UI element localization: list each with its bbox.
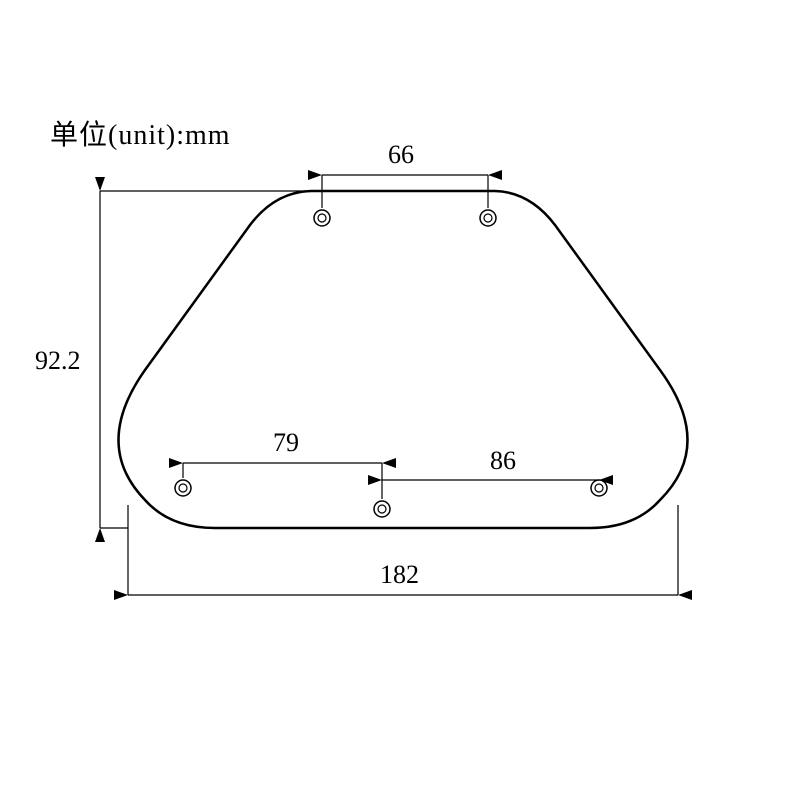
dim-bot-left-span: 79 [273,428,299,458]
dim-bot-right-span: 86 [490,446,516,476]
dim-width: 182 [380,560,419,590]
technical-drawing [0,0,800,800]
dim-height: 92.2 [35,346,81,376]
dim-top-hole-span: 66 [388,140,414,170]
drawing-canvas: 单位(unit):mm 66 92.2 182 79 86 [0,0,800,800]
